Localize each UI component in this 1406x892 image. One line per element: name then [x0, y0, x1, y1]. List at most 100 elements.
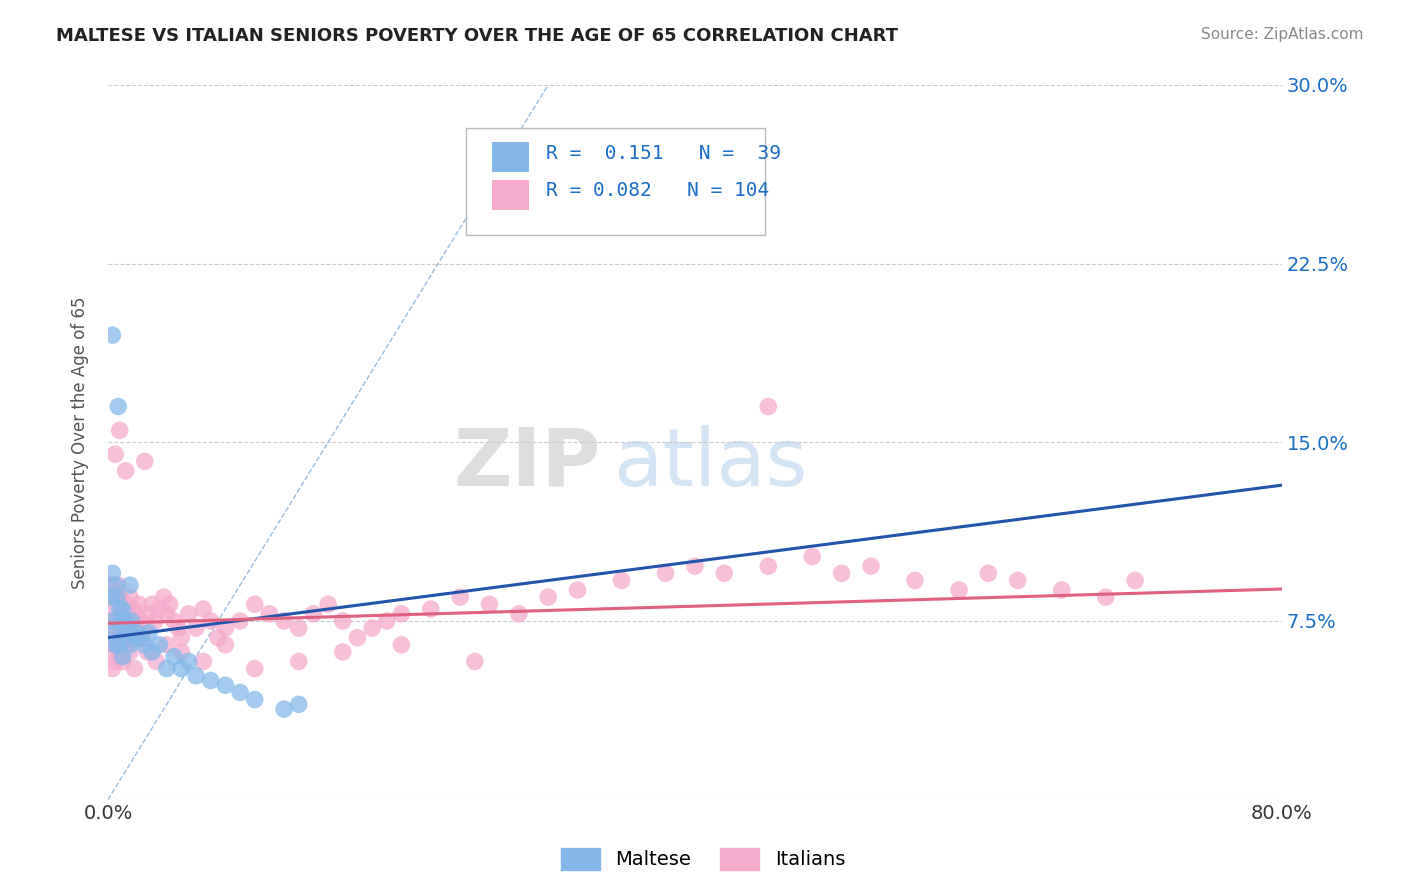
Point — [200, 614, 222, 628]
Point — [610, 574, 633, 588]
Point — [118, 621, 141, 635]
Point — [110, 621, 132, 635]
Point — [107, 638, 129, 652]
Point — [259, 607, 281, 621]
Text: R = 0.082   N = 104: R = 0.082 N = 104 — [546, 181, 769, 200]
Point — [156, 607, 179, 621]
Point — [117, 621, 139, 635]
Point — [101, 614, 124, 628]
Point — [214, 621, 236, 635]
Point — [107, 614, 129, 628]
Point — [375, 614, 398, 628]
Point — [977, 566, 1000, 581]
Point — [114, 638, 136, 652]
Point — [163, 649, 186, 664]
Point — [111, 655, 134, 669]
Point — [200, 673, 222, 688]
Point — [104, 638, 127, 652]
Point — [104, 625, 127, 640]
Point — [104, 578, 127, 592]
Point — [111, 602, 134, 616]
Point — [193, 655, 215, 669]
Point — [114, 631, 136, 645]
Point — [118, 645, 141, 659]
Point — [138, 625, 160, 640]
Point — [134, 454, 156, 468]
Point — [229, 685, 252, 699]
Point — [654, 566, 676, 581]
Point — [129, 614, 152, 628]
Point — [103, 638, 125, 652]
Point — [831, 566, 853, 581]
Point — [103, 645, 125, 659]
Point — [134, 638, 156, 652]
Point — [1007, 574, 1029, 588]
Point — [419, 602, 441, 616]
Point — [114, 614, 136, 628]
Point — [156, 638, 179, 652]
Point — [859, 559, 882, 574]
Point — [214, 638, 236, 652]
Point — [464, 655, 486, 669]
Point — [108, 645, 131, 659]
Point — [287, 621, 309, 635]
Point — [152, 590, 174, 604]
Point — [683, 559, 706, 574]
Point — [148, 638, 170, 652]
Point — [107, 400, 129, 414]
Point — [128, 597, 150, 611]
Point — [131, 631, 153, 645]
Point — [1123, 574, 1146, 588]
Point — [121, 614, 143, 628]
Point — [193, 602, 215, 616]
Point — [100, 590, 122, 604]
Point — [111, 602, 134, 616]
Point — [105, 590, 128, 604]
Point — [121, 614, 143, 628]
Point — [243, 692, 266, 706]
Point — [184, 669, 207, 683]
FancyBboxPatch shape — [492, 142, 530, 172]
Point — [713, 566, 735, 581]
Point — [136, 607, 159, 621]
Point — [129, 631, 152, 645]
Point — [229, 614, 252, 628]
Point — [141, 597, 163, 611]
Point — [111, 638, 134, 652]
Point — [243, 597, 266, 611]
Point — [184, 621, 207, 635]
Point — [108, 423, 131, 437]
Point — [567, 582, 589, 597]
Point — [756, 559, 779, 574]
Point — [110, 614, 132, 628]
Point — [105, 638, 128, 652]
Text: R =  0.151   N =  39: R = 0.151 N = 39 — [546, 144, 780, 163]
Point — [117, 614, 139, 628]
Y-axis label: Seniors Poverty Over the Age of 65: Seniors Poverty Over the Age of 65 — [72, 296, 89, 589]
Point — [163, 614, 186, 628]
Point — [101, 614, 124, 628]
Point — [101, 662, 124, 676]
Point — [101, 566, 124, 581]
Point — [170, 631, 193, 645]
Point — [108, 590, 131, 604]
Point — [273, 614, 295, 628]
Point — [134, 621, 156, 635]
Point — [118, 590, 141, 604]
FancyBboxPatch shape — [465, 128, 765, 235]
Point — [346, 631, 368, 645]
Point — [316, 597, 339, 611]
Point — [449, 590, 471, 604]
Text: MALTESE VS ITALIAN SENIORS POVERTY OVER THE AGE OF 65 CORRELATION CHART: MALTESE VS ITALIAN SENIORS POVERTY OVER … — [56, 27, 898, 45]
Point — [391, 607, 413, 621]
Point — [127, 607, 149, 621]
Point — [508, 607, 530, 621]
Point — [107, 631, 129, 645]
Point — [167, 621, 190, 635]
Point — [118, 638, 141, 652]
Point — [148, 602, 170, 616]
Point — [948, 582, 970, 597]
Point — [214, 678, 236, 692]
Point — [801, 549, 824, 564]
FancyBboxPatch shape — [492, 180, 530, 210]
